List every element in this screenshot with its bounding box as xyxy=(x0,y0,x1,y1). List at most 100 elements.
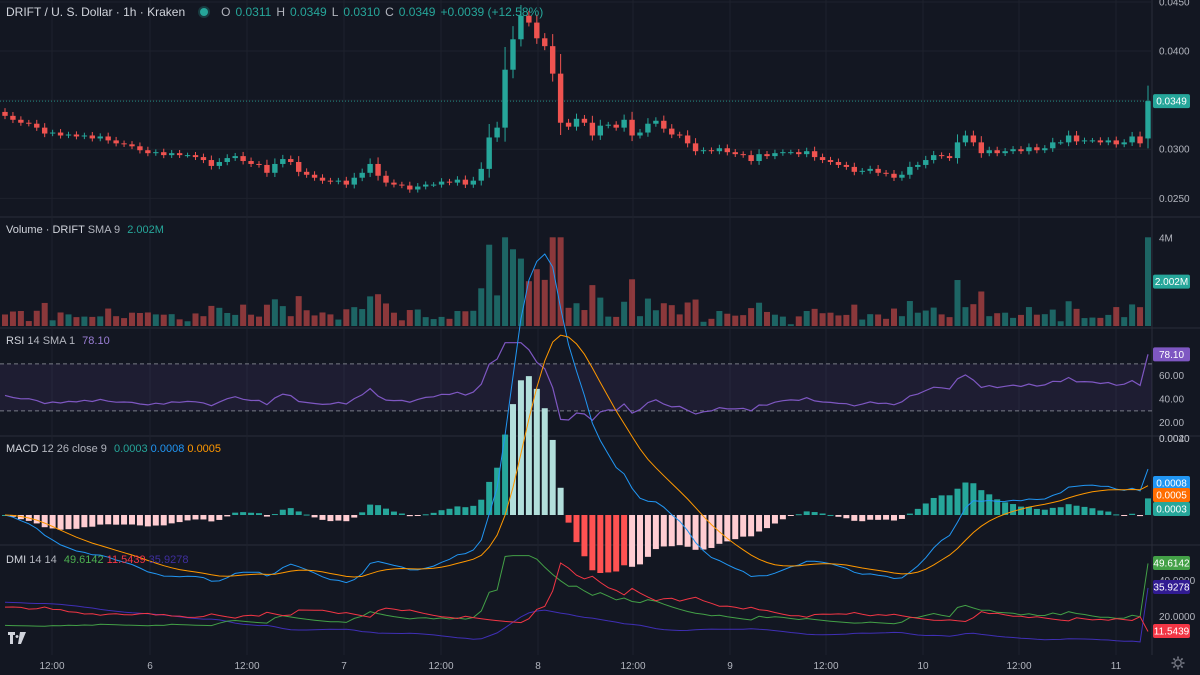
last-price-badge-bg xyxy=(1153,94,1190,109)
volume-bar xyxy=(9,311,16,326)
macd-histogram-bar xyxy=(803,511,810,515)
volume-bar xyxy=(946,317,953,326)
volume-bar xyxy=(144,312,151,326)
macd-histogram-bar xyxy=(525,376,532,515)
time-tick-label: 12:00 xyxy=(813,661,838,672)
volume-bar xyxy=(129,312,135,326)
rsi-params: 14 SMA 1 xyxy=(27,335,76,347)
candle-body xyxy=(470,180,477,185)
change-value: +0.0039 (+12.58%) xyxy=(440,5,544,19)
volume-bar xyxy=(454,310,461,326)
candle-body xyxy=(153,152,159,154)
candle-body xyxy=(351,177,357,185)
candle-body xyxy=(65,134,72,136)
macd-histogram-bar xyxy=(1137,515,1144,517)
candle-body xyxy=(764,154,770,157)
dmi-plus-value: 49.6142 xyxy=(63,554,104,566)
candle-body xyxy=(335,180,342,182)
macd-tick-label: 0.0040 xyxy=(1159,434,1190,445)
rsi-tick-label: 60.00 xyxy=(1159,371,1184,382)
candle-body xyxy=(224,158,230,162)
candle-body xyxy=(859,170,865,172)
dmi-legend[interactable]: DMI 14 14 49.6142 11.5439 35.9278 xyxy=(6,554,188,566)
macd-title: MACD xyxy=(6,443,39,455)
macd-legend[interactable]: MACD 12 26 close 9 0.0003 0.0008 0.0005 xyxy=(6,443,221,455)
rsi-tick-label: 40.00 xyxy=(1159,395,1184,406)
candle-body xyxy=(867,168,873,171)
volume-bar xyxy=(978,291,985,326)
rsi-legend[interactable]: RSI 14 SMA 1 78.10 xyxy=(6,335,110,347)
macd-histogram-bar xyxy=(1097,510,1104,515)
candle-body xyxy=(18,119,24,123)
volume-bar xyxy=(970,304,977,326)
candle-body xyxy=(819,157,826,161)
candle-body xyxy=(327,180,334,182)
candle-body xyxy=(494,127,500,138)
volume-bar xyxy=(994,313,1001,326)
volume-bar xyxy=(581,310,588,326)
macd-histogram-bar xyxy=(121,515,128,525)
macd-histogram-bar xyxy=(422,514,429,516)
macd-histogram-bar xyxy=(716,515,723,544)
macd-histogram-bar xyxy=(1065,504,1072,515)
candle-body xyxy=(954,142,961,159)
volume-bar xyxy=(89,316,96,326)
symbol-title[interactable]: DRIFT / U. S. Dollar · 1h · Kraken xyxy=(6,5,186,19)
dmi-minus-value: 11.5439 xyxy=(106,554,146,566)
macd-histogram-bar xyxy=(1073,505,1080,515)
candle-body xyxy=(256,163,262,165)
volume-bar xyxy=(565,307,572,326)
candle-body xyxy=(1018,149,1024,152)
volume-bar xyxy=(637,316,643,326)
volume-bar xyxy=(97,316,104,326)
time-tick-label: 12:00 xyxy=(1006,661,1031,672)
volume-bar xyxy=(668,305,675,326)
macd-signal-badge-bg xyxy=(1153,488,1190,502)
candle-body xyxy=(930,155,937,161)
candle-body xyxy=(708,150,715,152)
dmi-title: DMI xyxy=(6,554,27,566)
macd-histogram-bar xyxy=(470,505,477,515)
macd-histogram-bar xyxy=(875,515,882,520)
candle-body xyxy=(438,181,445,185)
volume-bar xyxy=(883,318,890,326)
rsi-title: RSI xyxy=(6,335,25,347)
candle-body xyxy=(843,164,850,167)
volume-bar xyxy=(478,288,485,326)
candle-body xyxy=(343,180,350,185)
candle-body xyxy=(248,161,254,164)
candle-body xyxy=(200,157,207,161)
tradingview-logo-icon[interactable] xyxy=(8,632,26,644)
volume-legend[interactable]: Volume · DRIFT SMA 9 2.002M xyxy=(6,224,164,236)
candle-body xyxy=(684,135,691,144)
volume-bar xyxy=(660,303,667,326)
volume-bar xyxy=(1081,318,1088,326)
macd-histogram-bar xyxy=(843,515,850,519)
macd-histogram-bar xyxy=(89,515,96,527)
candle-body xyxy=(661,120,667,129)
candle-body xyxy=(454,179,461,183)
candle-body xyxy=(962,135,969,143)
candle-body xyxy=(613,124,619,128)
volume-bar xyxy=(200,316,207,326)
volume-bar xyxy=(891,308,897,326)
volume-bar xyxy=(787,324,794,326)
macd-histogram-bar xyxy=(129,515,135,525)
volume-bar xyxy=(938,314,945,326)
candle-body xyxy=(748,155,754,162)
macd-histogram-bar xyxy=(73,515,80,529)
volume-bar xyxy=(549,237,556,326)
macd-histogram-bar xyxy=(557,487,564,515)
candle-body xyxy=(510,39,516,70)
macd-histogram-bar xyxy=(986,494,993,515)
candle-body xyxy=(383,175,389,183)
macd-histogram-bar xyxy=(367,504,374,515)
macd-histogram-bar xyxy=(827,514,834,516)
candle-body xyxy=(915,164,921,167)
macd-histogram-bar xyxy=(589,515,596,571)
gear-icon[interactable] xyxy=(1171,656,1185,670)
candle-body xyxy=(573,118,580,127)
macd-histogram-bar xyxy=(613,515,620,572)
candle-body xyxy=(97,136,103,139)
